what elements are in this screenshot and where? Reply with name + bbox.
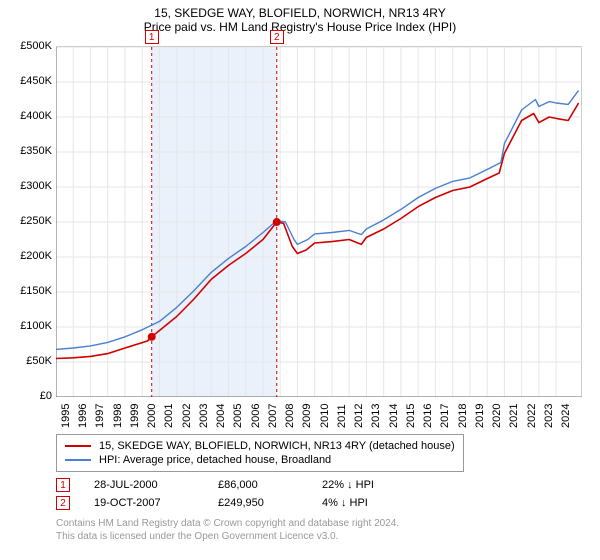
x-tick-label: 2006 [250, 404, 262, 428]
y-tick-label: £200K [10, 250, 52, 262]
x-tick-label: 2020 [491, 404, 503, 428]
title-subtitle: Price paid vs. HM Land Registry's House … [10, 20, 590, 34]
event-badge: 2 [270, 30, 284, 44]
x-tick-label: 2018 [457, 404, 469, 428]
event-badge: 2 [56, 496, 70, 510]
event-row: 1 28-JUL-2000 £86,000 22% ↓ HPI [56, 476, 590, 494]
events-table: 1 28-JUL-2000 £86,000 22% ↓ HPI 2 19-OCT-2007… [56, 476, 590, 512]
legend-item: 15, SKEDGE WAY, BLOFIELD, NORWICH, NR13 … [65, 439, 455, 453]
y-tick-label: £250K [10, 215, 52, 227]
x-tick-label: 2022 [526, 404, 538, 428]
event-date: 28-JUL-2000 [94, 479, 194, 491]
x-tick-label: 2021 [508, 404, 520, 428]
x-tick-label: 2015 [405, 404, 417, 428]
event-date: 19-OCT-2007 [94, 497, 194, 509]
x-tick-label: 2019 [474, 404, 486, 428]
legend: 15, SKEDGE WAY, BLOFIELD, NORWICH, NR13 … [56, 434, 464, 472]
event-delta: 22% ↓ HPI [322, 479, 374, 491]
x-tick-label: 1997 [94, 404, 106, 428]
x-tick-label: 1999 [129, 404, 141, 428]
footer-line1: Contains HM Land Registry data © Crown c… [56, 518, 590, 531]
x-tick-label: 2017 [439, 404, 451, 428]
x-tick-label: 1996 [77, 404, 89, 428]
chart: £0 £50K £100K £150K £200K £250K £300K £350K £400… [10, 40, 590, 428]
x-tick-label: 1995 [60, 404, 72, 428]
x-tick-label: 2016 [422, 404, 434, 428]
x-tick-label: 2003 [198, 404, 210, 428]
legend-item: HPI: Average price, detached house, Broa… [65, 453, 455, 467]
legend-label: 15, SKEDGE WAY, BLOFIELD, NORWICH, NR13 … [99, 440, 455, 452]
event-price: £86,000 [218, 479, 298, 491]
x-tick-label: 2002 [181, 404, 193, 428]
legend-swatch [65, 459, 91, 461]
event-badge: 1 [56, 478, 70, 492]
footer: Contains HM Land Registry data © Crown c… [56, 518, 590, 543]
footer-line2: This data is licensed under the Open Gov… [56, 531, 590, 544]
y-tick-label: £100K [10, 320, 52, 332]
x-tick-label: 2013 [370, 404, 382, 428]
x-tick-label: 2010 [319, 404, 331, 428]
y-tick-label: £500K [10, 40, 52, 52]
x-tick-label: 2012 [353, 404, 365, 428]
event-delta: 4% ↓ HPI [322, 497, 368, 509]
y-tick-label: £0 [10, 390, 52, 402]
x-tick-label: 2009 [301, 404, 313, 428]
y-tick-label: £350K [10, 145, 52, 157]
legend-swatch [65, 445, 91, 447]
x-tick-label: 2014 [388, 404, 400, 428]
event-row: 2 19-OCT-2007 £249,950 4% ↓ HPI [56, 494, 590, 512]
x-tick-label: 2000 [146, 404, 158, 428]
y-tick-label: £300K [10, 180, 52, 192]
x-tick-label: 1998 [112, 404, 124, 428]
x-tick-label: 2023 [543, 404, 555, 428]
title-address: 15, SKEDGE WAY, BLOFIELD, NORWICH, NR13 … [10, 6, 590, 20]
event-price: £249,950 [218, 497, 298, 509]
y-tick-label: £50K [10, 355, 52, 367]
event-badge: 1 [145, 30, 159, 44]
x-tick-label: 2001 [163, 404, 175, 428]
x-tick-label: 2007 [267, 404, 279, 428]
plot-area [56, 46, 582, 396]
titles: 15, SKEDGE WAY, BLOFIELD, NORWICH, NR13 … [10, 6, 590, 34]
x-tick-label: 2004 [215, 404, 227, 428]
y-tick-label: £400K [10, 110, 52, 122]
x-tick-label: 2005 [232, 404, 244, 428]
x-tick-label: 2011 [336, 404, 348, 428]
x-tick-label: 2008 [284, 404, 296, 428]
page: 15, SKEDGE WAY, BLOFIELD, NORWICH, NR13 … [0, 0, 600, 560]
y-tick-label: £150K [10, 285, 52, 297]
y-tick-label: £450K [10, 75, 52, 87]
legend-label: HPI: Average price, detached house, Broa… [99, 454, 331, 466]
plot-svg [56, 47, 582, 397]
x-tick-label: 2024 [560, 404, 572, 428]
